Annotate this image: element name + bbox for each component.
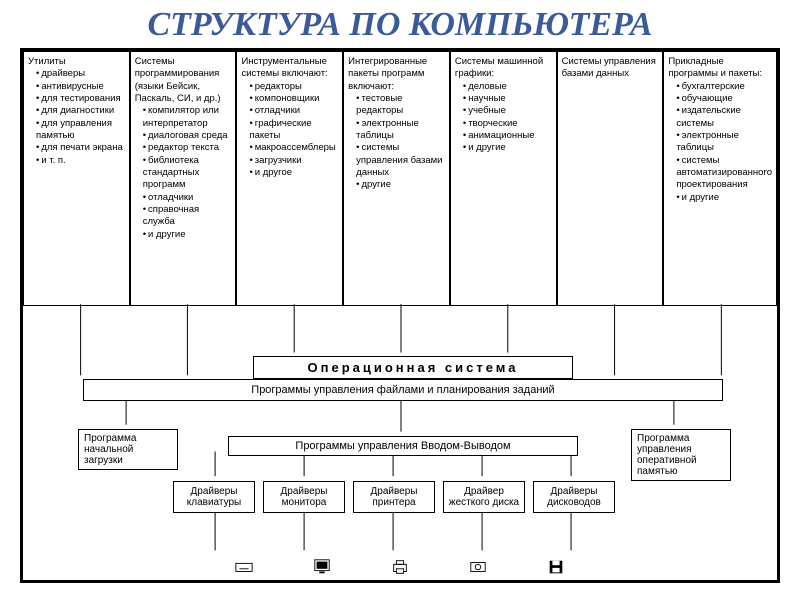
list-item: загрузчики [249, 155, 338, 167]
list-item: для диагностики [36, 105, 125, 117]
list-item: для печати экрана [36, 142, 125, 154]
list-item: драйверы [36, 68, 125, 80]
column-heading: Системы программирования (языки Бейсик, … [135, 56, 232, 105]
column-heading: Прикладные программы и пакеты: [668, 56, 772, 81]
list-item: справочная служба [143, 204, 232, 229]
boot-program-box: Программа начальной загрузки [78, 429, 178, 470]
category-column: Системы управления базами данных [557, 51, 664, 306]
category-column: Инструментальные системы включают:редакт… [236, 51, 343, 306]
driver-box: Драйверы принтера [353, 481, 435, 513]
file-management-box: Программы управления файлами и планирова… [83, 379, 723, 401]
disk-icon [469, 558, 487, 576]
memory-management-box: Программа управления оперативной памятью [631, 429, 731, 481]
list-item: графические пакеты [249, 118, 338, 143]
page-title: СТРУКТУРА ПО КОМПЬЮТЕРА [0, 6, 800, 44]
list-item: тестовые редакторы [356, 93, 445, 118]
os-header: Операционная система [253, 356, 573, 379]
list-item: системы управления базами данных [356, 142, 445, 179]
list-item: творческие [463, 118, 552, 130]
list-item: учебные [463, 105, 552, 117]
io-management-box: Программы управления Вводом-Выводом [228, 436, 578, 456]
driver-box: Драйверы дисководов [533, 481, 615, 513]
list-item: компоновщики [249, 93, 338, 105]
list-item: электронные таблицы [356, 118, 445, 143]
list-item: макроассемблеры [249, 142, 338, 154]
category-column: Утилитыдрайверыантивирусныедля тестирова… [23, 51, 130, 306]
list-item: другие [356, 179, 445, 191]
list-item: обучающие [676, 93, 772, 105]
printer-icon [391, 558, 409, 576]
column-list: компилятор или интерпретатордиалоговая с… [135, 105, 232, 241]
list-item: библиотека стандартных программ [143, 155, 232, 192]
drivers-row: Драйверы клавиатурыДрайверы монитораДрай… [173, 481, 615, 513]
category-column: Системы программирования (языки Бейсик, … [130, 51, 237, 306]
category-column: Прикладные программы и пакеты:бухгалтерс… [663, 51, 777, 306]
list-item: отладчики [249, 105, 338, 117]
list-item: отладчики [143, 192, 232, 204]
column-list: деловыенаучныеучебныетворческиеанимацион… [455, 81, 552, 155]
list-item: издательские системы [676, 105, 772, 130]
list-item: редактор текста [143, 142, 232, 154]
floppy-icon [547, 558, 565, 576]
list-item: и другие [143, 229, 232, 241]
list-item: и другие [676, 192, 772, 204]
driver-box: Драйвер жесткого диска [443, 481, 525, 513]
column-heading: Инструментальные системы включают: [241, 56, 338, 81]
column-heading: Интегрированные пакеты программ включают… [348, 56, 445, 93]
list-item: деловые [463, 81, 552, 93]
column-list: редакторыкомпоновщикиотладчикиграфически… [241, 81, 338, 180]
keyboard-icon [235, 558, 253, 576]
list-item: научные [463, 93, 552, 105]
list-item: редакторы [249, 81, 338, 93]
diagram-container: Утилитыдрайверыантивирусныедля тестирова… [20, 48, 780, 583]
list-item: для тестирования [36, 93, 125, 105]
list-item: антивирусные [36, 81, 125, 93]
list-item: диалоговая среда [143, 130, 232, 142]
column-list: тестовые редакторыэлектронные таблицысис… [348, 93, 445, 192]
list-item: и другие [463, 142, 552, 154]
column-heading: Системы управления базами данных [562, 56, 659, 81]
list-item: компилятор или интерпретатор [143, 105, 232, 130]
list-item: для управления памятью [36, 118, 125, 143]
monitor-icon [313, 558, 331, 576]
category-column: Системы машинной графики:деловыенаучныеу… [450, 51, 557, 306]
driver-box: Драйверы монитора [263, 481, 345, 513]
list-item: анимационные [463, 130, 552, 142]
list-item: и другое [249, 167, 338, 179]
list-item: и т. п. [36, 155, 125, 167]
category-column: Интегрированные пакеты программ включают… [343, 51, 450, 306]
column-heading: Системы машинной графики: [455, 56, 552, 81]
list-item: системы автоматизированного проектирован… [676, 155, 772, 192]
list-item: электронные таблицы [676, 130, 772, 155]
column-list: бухгалтерскиеобучающиеиздательские систе… [668, 81, 772, 204]
column-heading: Утилиты [28, 56, 125, 68]
list-item: бухгалтерские [676, 81, 772, 93]
column-list: драйверыантивирусныедля тестированиядля … [28, 68, 125, 167]
categories-row: Утилитыдрайверыантивирусныедля тестирова… [23, 51, 777, 306]
hardware-icons-row [23, 558, 777, 576]
driver-box: Драйверы клавиатуры [173, 481, 255, 513]
